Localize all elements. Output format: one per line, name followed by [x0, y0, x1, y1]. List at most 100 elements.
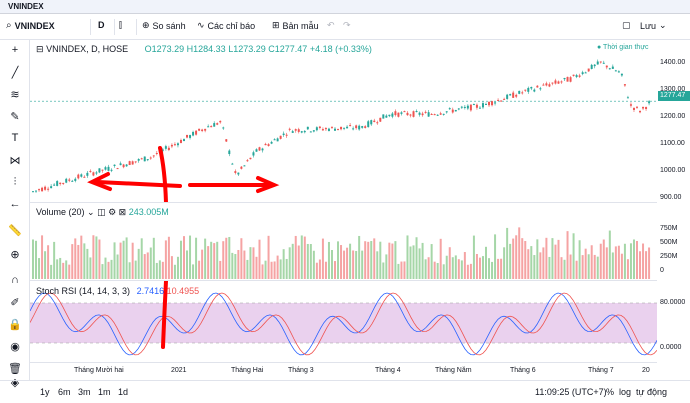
chart-type-button[interactable]: ⫿: [119, 20, 122, 31]
candle-body: [557, 81, 560, 84]
volume-bar: [424, 259, 427, 279]
volume-bar: [173, 264, 176, 279]
volume-bar: [267, 235, 270, 279]
range-6m[interactable]: 6m: [58, 387, 71, 397]
ruler-icon[interactable]: 📏: [8, 224, 22, 237]
volume-bar: [324, 261, 327, 279]
volume-bar: [346, 247, 349, 279]
candle-body: [210, 126, 213, 128]
log-toggle[interactable]: log: [619, 387, 632, 397]
volume-bar: [521, 238, 524, 279]
crosshair-icon[interactable]: +: [11, 44, 19, 56]
eye-icon[interactable]: ◉: [10, 340, 20, 353]
magnet-icon[interactable]: ∩: [11, 274, 19, 286]
volume-bar: [433, 261, 436, 279]
layout-button[interactable]: ▢: [622, 20, 631, 31]
redo-button[interactable]: ↷: [343, 20, 351, 31]
symbol-search[interactable]: ⌕ VNINDEX: [6, 20, 55, 31]
layers-icon[interactable]: ◈: [10, 376, 20, 389]
price-tick: 1300.00: [660, 86, 686, 93]
candle-body: [602, 62, 605, 64]
rsi-pane[interactable]: Stoch RSI (14, 14, 3, 3) 2.7416 10.4955: [30, 281, 657, 363]
volume-bar: [231, 252, 234, 279]
volume-bar: [83, 243, 86, 279]
volume-bar: [110, 259, 113, 279]
candle-body: [243, 165, 246, 167]
trend-line-icon[interactable]: ╱: [11, 66, 19, 79]
candle-body: [352, 128, 355, 130]
candle-body: [113, 164, 116, 166]
legend-close: C1277.47: [268, 44, 308, 54]
volume-bar: [448, 247, 451, 279]
candle-body: [107, 166, 110, 171]
volume-bar: [391, 243, 394, 279]
candle-body: [551, 82, 554, 84]
range-1m[interactable]: 1m: [98, 387, 111, 397]
price-axis[interactable]: 1400.00 1300.00 1200.00 1100.00 1000.00 …: [657, 40, 690, 203]
volume-bar: [620, 253, 623, 279]
candle-body: [140, 158, 143, 160]
auto-toggle[interactable]: tự động: [636, 387, 668, 397]
clock[interactable]: 11:09:25 (UTC+7): [535, 387, 607, 397]
candle-body: [183, 139, 185, 142]
settings-icon[interactable]: ⌄ ◫ ⚙ ⊠: [87, 207, 127, 217]
fib-icon[interactable]: ≋: [10, 88, 20, 101]
range-3m[interactable]: 3m: [78, 387, 91, 397]
volume-bar: [400, 261, 403, 279]
time-axis[interactable]: Tháng Mười hai 2021 Tháng Hai Tháng 3 Th…: [30, 363, 690, 380]
range-1y[interactable]: 1y: [40, 387, 50, 397]
zoom-icon[interactable]: ⊕: [10, 248, 20, 261]
forecast-icon[interactable]: ⫶: [13, 175, 17, 188]
volume-bar: [587, 254, 590, 279]
price-pane[interactable]: ⊟ VNINDEX, D, HOSE O1273.29 H1284.33 L12…: [30, 40, 657, 203]
volume-bar: [41, 235, 44, 279]
text-icon[interactable]: T: [11, 132, 19, 144]
drawing-toolbar: + ╱ ≋ ✎ T ⋈ ⫶ ← 📏 ⊕ ∩ ✐ 🔒 ◉ 🗑: [0, 40, 30, 380]
candle-body: [189, 135, 192, 138]
volume-bar: [337, 241, 340, 279]
collapse-icon[interactable]: ⊟: [36, 44, 44, 54]
templates-button[interactable]: ⊞ Bản mẫu: [272, 20, 319, 31]
percent-toggle[interactable]: %: [606, 387, 615, 397]
chart-tab[interactable]: VNINDEX: [0, 0, 690, 14]
compare-label: So sánh: [152, 20, 186, 31]
volume-bar: [71, 244, 74, 279]
back-arrow-icon[interactable]: ←: [9, 198, 21, 210]
lock-icon[interactable]: 🔒: [8, 318, 22, 331]
candle-body: [249, 157, 252, 160]
compare-button[interactable]: ⊕ So sánh: [142, 20, 186, 31]
volume-bar: [47, 245, 50, 279]
indicators-button[interactable]: ∿ Các chỉ báo: [197, 20, 255, 31]
volume-pane[interactable]: Volume (20) ⌄ ◫ ⚙ ⊠ 243.005M: [30, 203, 657, 281]
undo-button[interactable]: ↶: [327, 20, 335, 31]
brush-icon[interactable]: ✎: [10, 110, 20, 123]
volume-bar: [240, 238, 243, 279]
bottom-bar: 1y 6m 3m 1m 1d 11:09:25 (UTC+7) % log tự…: [0, 380, 690, 403]
volume-bar: [170, 256, 173, 279]
candle-body: [421, 113, 424, 116]
volume-bar: [451, 257, 454, 279]
volume-bar: [454, 255, 457, 279]
candle-body: [418, 112, 421, 115]
volume-bar: [475, 253, 478, 279]
candle-body: [548, 84, 551, 87]
candle-body: [485, 103, 487, 105]
candle-body: [321, 129, 324, 131]
candle-body: [195, 130, 198, 135]
candle-body: [41, 187, 44, 192]
interval-button[interactable]: D: [98, 20, 105, 30]
volume-bar: [246, 259, 249, 279]
volume-bar: [524, 240, 527, 279]
candle-body: [536, 85, 539, 88]
lock-draw-icon[interactable]: ✐: [10, 296, 20, 309]
candle-body: [409, 114, 412, 116]
trash-icon[interactable]: 🗑: [8, 362, 22, 375]
candle-body: [542, 84, 545, 86]
range-1d[interactable]: 1d: [118, 387, 129, 397]
candle-body: [32, 191, 34, 193]
candle-body: [143, 156, 146, 162]
pattern-icon[interactable]: ⋈: [9, 154, 21, 167]
volume-bar: [192, 264, 195, 279]
save-button[interactable]: Lưu ⌄: [640, 20, 667, 31]
candle-body: [38, 189, 41, 191]
